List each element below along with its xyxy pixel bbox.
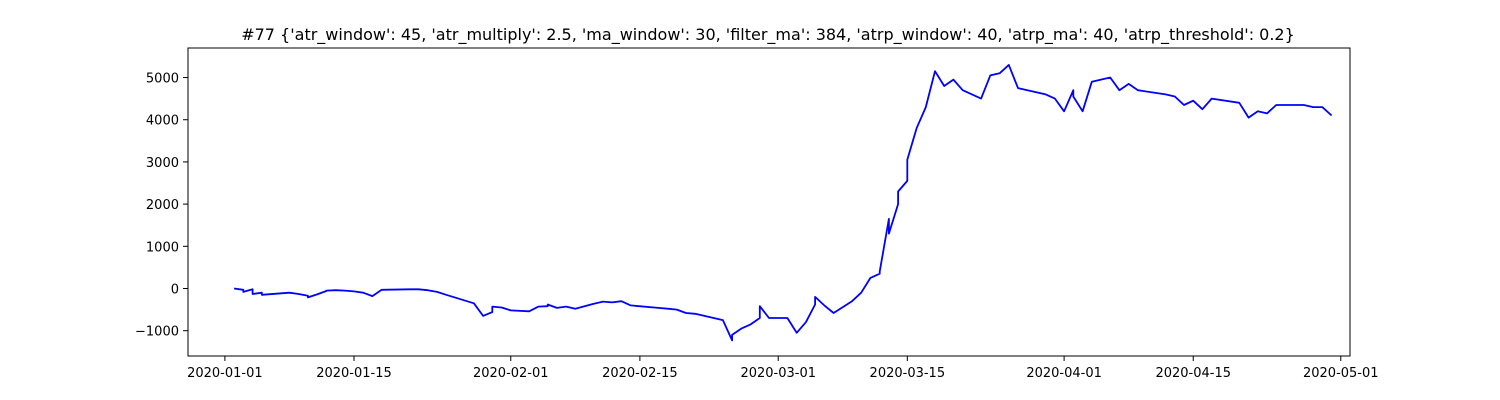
y-tick-label: 1000 xyxy=(146,240,179,255)
plot-frame xyxy=(187,47,1351,357)
x-tick-label: 2020-04-15 xyxy=(1155,366,1231,381)
chart-title: #77 {'atr_window': 45, 'atr_multiply': 2… xyxy=(241,25,1295,45)
x-tick-label: 2020-01-15 xyxy=(316,366,392,381)
x-tick-label: 2020-05-01 xyxy=(1303,366,1379,381)
y-tick-label: 4000 xyxy=(146,114,179,129)
y-tick-label: −1000 xyxy=(135,325,179,340)
y-tick-label: 2000 xyxy=(146,198,179,213)
series-line xyxy=(233,64,1333,342)
axes-layer: 2020-01-01 2020-01-15 2020-02-01 2020-02-15… xyxy=(135,72,1379,381)
series-layer xyxy=(233,64,1333,342)
x-tick-label: 2020-04-01 xyxy=(1026,366,1102,381)
y-tick-label: 0 xyxy=(171,282,179,297)
y-tick-label: 3000 xyxy=(146,156,179,171)
x-tick-label: 2020-02-15 xyxy=(602,366,678,381)
x-tick-label: 2020-03-15 xyxy=(870,366,946,381)
x-tick-label: 2020-02-01 xyxy=(473,366,549,381)
y-tick-label: 5000 xyxy=(146,72,179,87)
x-tick-label: 2020-01-01 xyxy=(187,366,263,381)
x-tick-label: 2020-03-01 xyxy=(740,366,816,381)
